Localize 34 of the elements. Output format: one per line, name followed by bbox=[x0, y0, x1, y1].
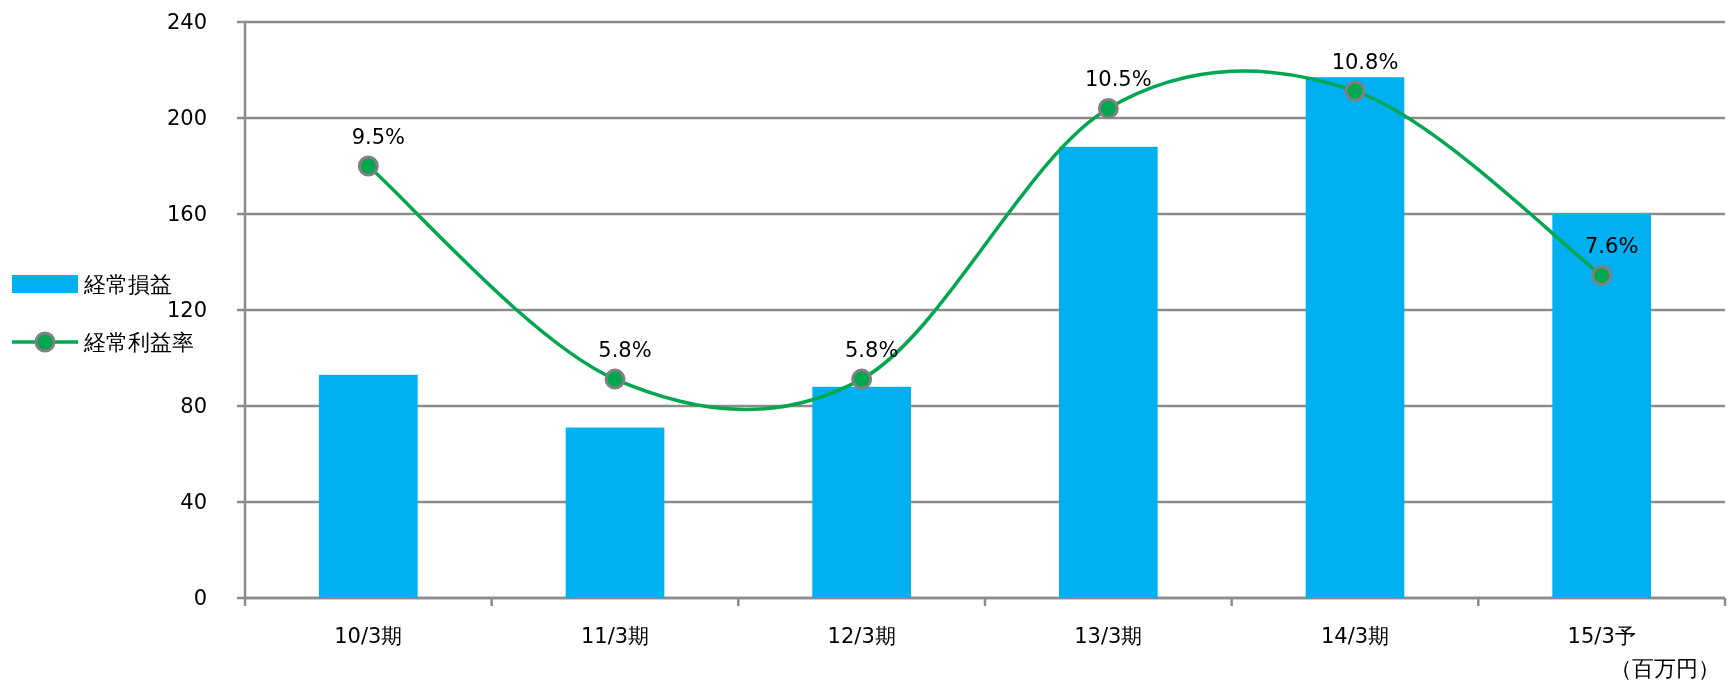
point bbox=[357, 155, 379, 177]
y-tick-label: 120 bbox=[166, 298, 207, 322]
data-label: 10.8% bbox=[1331, 50, 1399, 75]
bar bbox=[1059, 146, 1158, 598]
bar bbox=[1305, 77, 1405, 598]
bar bbox=[565, 427, 665, 598]
data-label: 7.6% bbox=[1584, 234, 1639, 259]
y-tick-label: 0 bbox=[193, 586, 207, 610]
y-tick-label: 40 bbox=[180, 490, 207, 514]
point bbox=[1591, 264, 1613, 286]
point bbox=[851, 368, 873, 390]
point bbox=[1097, 97, 1119, 119]
point bbox=[1344, 80, 1366, 102]
data-label: 5.8% bbox=[844, 338, 899, 363]
x-tick-label: 11/3期 bbox=[580, 624, 650, 648]
x-tick-label: 15/3予 bbox=[1567, 624, 1636, 648]
y-tick-label: 240 bbox=[166, 10, 207, 34]
y-tick-label: 80 bbox=[180, 394, 207, 418]
x-tick-label: 12/3期 bbox=[827, 624, 896, 648]
x-tick-label: 14/3期 bbox=[1320, 624, 1390, 648]
text: （百万円） bbox=[1610, 656, 1720, 681]
legend-label: 経常損益 bbox=[83, 272, 172, 297]
bar bbox=[1552, 214, 1651, 598]
legend-label: 経常利益率 bbox=[83, 330, 194, 355]
y-tick-label: 160 bbox=[166, 202, 207, 226]
data-label: 10.5% bbox=[1084, 67, 1152, 92]
x-tick-label: 13/3期 bbox=[1074, 624, 1143, 648]
bar bbox=[812, 386, 911, 598]
bar bbox=[319, 374, 418, 598]
y-tick-label: 200 bbox=[166, 106, 207, 130]
data-label: 5.8% bbox=[598, 338, 652, 363]
data-label: 9.5% bbox=[351, 125, 406, 149]
point bbox=[604, 368, 626, 390]
x-tick-label: 10/3期 bbox=[334, 624, 403, 648]
